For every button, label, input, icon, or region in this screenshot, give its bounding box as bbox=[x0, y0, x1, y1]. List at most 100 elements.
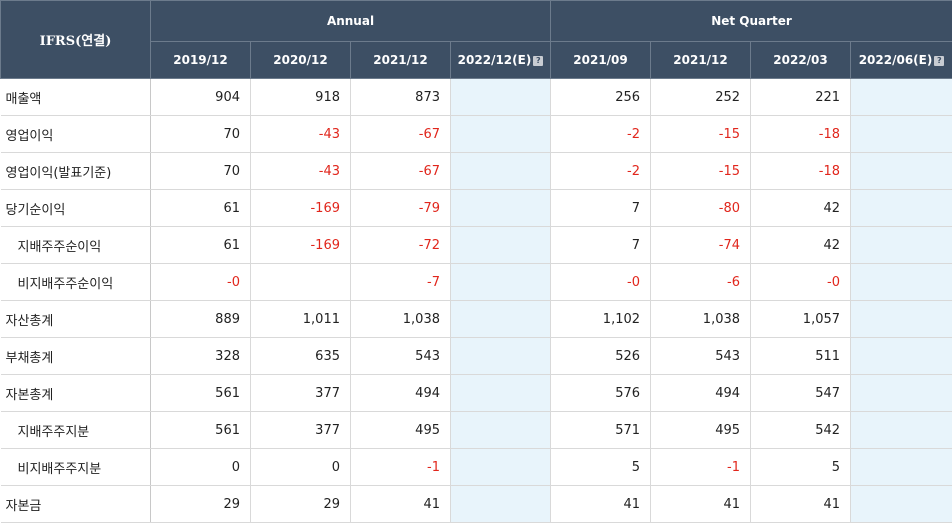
accounting-standard-header: IFRS(연결) bbox=[0, 0, 151, 79]
value-cell: -7 bbox=[350, 263, 451, 301]
row-label: 당기순이익 bbox=[0, 189, 151, 227]
value-cell: 576 bbox=[550, 374, 652, 412]
value-cell: 561 bbox=[150, 374, 251, 412]
period-header: 2021/12 bbox=[650, 41, 752, 79]
value-cell: -2 bbox=[550, 115, 652, 153]
value-cell: 1,057 bbox=[750, 300, 852, 338]
period-header: 2021/12 bbox=[350, 41, 451, 79]
value-cell bbox=[450, 189, 552, 227]
value-cell: 526 bbox=[550, 337, 652, 375]
value-cell: 494 bbox=[650, 374, 752, 412]
value-cell bbox=[850, 411, 952, 449]
value-cell: 571 bbox=[550, 411, 652, 449]
value-cell bbox=[450, 337, 552, 375]
value-cell bbox=[850, 189, 952, 227]
value-cell: -0 bbox=[750, 263, 852, 301]
table-body: 매출액 904 918 873 256 252 221 영업이익 70 -43 -67 -2 -15 -1… bbox=[0, 78, 952, 523]
row-label: 지배주주지분 bbox=[0, 411, 151, 449]
value-cell: 42 bbox=[750, 226, 852, 264]
help-icon[interactable]: ? bbox=[533, 56, 544, 66]
value-cell: 5 bbox=[550, 448, 652, 486]
value-cell: -1 bbox=[350, 448, 451, 486]
value-cell: 41 bbox=[550, 485, 652, 523]
period-header: 2022/03 bbox=[750, 41, 852, 79]
row-label: 지배주주순이익 bbox=[0, 226, 151, 264]
value-cell: 1,038 bbox=[350, 300, 451, 338]
row-label: 부채총계 bbox=[0, 337, 151, 375]
value-cell: 328 bbox=[150, 337, 251, 375]
value-cell: 542 bbox=[750, 411, 852, 449]
row-label: 영업이익(발표기준) bbox=[0, 152, 151, 190]
value-cell: 61 bbox=[150, 189, 251, 227]
value-cell: -0 bbox=[550, 263, 652, 301]
value-cell bbox=[850, 374, 952, 412]
value-cell: 221 bbox=[750, 78, 852, 116]
value-cell: 494 bbox=[350, 374, 451, 412]
net-quarter-header: Net Quarter bbox=[550, 0, 952, 42]
period-label: 2022/12(E) bbox=[457, 53, 532, 67]
value-cell: -72 bbox=[350, 226, 451, 264]
table-row: 부채총계 328 635 543 526 543 511 bbox=[0, 337, 952, 375]
value-cell bbox=[250, 263, 351, 301]
value-cell: -169 bbox=[250, 189, 351, 227]
value-cell: -18 bbox=[750, 152, 852, 190]
value-cell: -2 bbox=[550, 152, 652, 190]
row-label: 자본금 bbox=[0, 485, 151, 523]
table-row: 자본총계 561 377 494 576 494 547 bbox=[0, 374, 952, 412]
help-icon[interactable]: ? bbox=[934, 56, 945, 66]
value-cell: -67 bbox=[350, 152, 451, 190]
period-header-estimate: 2022/06(E)? bbox=[850, 41, 952, 79]
value-cell: 547 bbox=[750, 374, 852, 412]
value-cell bbox=[450, 300, 552, 338]
value-cell: 70 bbox=[150, 152, 251, 190]
period-header: 2021/09 bbox=[550, 41, 652, 79]
value-cell bbox=[450, 374, 552, 412]
value-cell bbox=[850, 448, 952, 486]
value-cell: -6 bbox=[650, 263, 752, 301]
value-cell: -67 bbox=[350, 115, 451, 153]
value-cell: 1,038 bbox=[650, 300, 752, 338]
period-label: 2022/06(E) bbox=[858, 53, 933, 67]
row-label: 매출액 bbox=[0, 78, 151, 116]
value-cell bbox=[850, 337, 952, 375]
value-cell bbox=[850, 485, 952, 523]
row-label: 영업이익 bbox=[0, 115, 151, 153]
value-cell: 377 bbox=[250, 374, 351, 412]
value-cell bbox=[850, 78, 952, 116]
value-cell bbox=[850, 152, 952, 190]
period-header: 2019/12 bbox=[150, 41, 251, 79]
value-cell bbox=[450, 115, 552, 153]
value-cell: -18 bbox=[750, 115, 852, 153]
value-cell bbox=[850, 263, 952, 301]
value-cell: -74 bbox=[650, 226, 752, 264]
value-cell: 1,102 bbox=[550, 300, 652, 338]
value-cell: 495 bbox=[350, 411, 451, 449]
value-cell: -15 bbox=[650, 115, 752, 153]
value-cell: 70 bbox=[150, 115, 251, 153]
value-cell bbox=[450, 152, 552, 190]
value-cell bbox=[850, 115, 952, 153]
value-cell: -169 bbox=[250, 226, 351, 264]
value-cell bbox=[450, 78, 552, 116]
value-cell: 918 bbox=[250, 78, 351, 116]
value-cell: 29 bbox=[250, 485, 351, 523]
value-cell: 252 bbox=[650, 78, 752, 116]
table-row: 비지배주주순이익 -0 -7 -0 -6 -0 bbox=[0, 263, 952, 301]
table-row: 매출액 904 918 873 256 252 221 bbox=[0, 78, 952, 116]
value-cell: 7 bbox=[550, 189, 652, 227]
value-cell: -43 bbox=[250, 152, 351, 190]
value-cell: -79 bbox=[350, 189, 451, 227]
value-cell: 904 bbox=[150, 78, 251, 116]
value-cell: -15 bbox=[650, 152, 752, 190]
period-header: 2020/12 bbox=[250, 41, 351, 79]
value-cell: -0 bbox=[150, 263, 251, 301]
value-cell: 0 bbox=[250, 448, 351, 486]
table-row: 영업이익 70 -43 -67 -2 -15 -18 bbox=[0, 115, 952, 153]
value-cell: 0 bbox=[150, 448, 251, 486]
value-cell: 42 bbox=[750, 189, 852, 227]
value-cell: 543 bbox=[350, 337, 451, 375]
value-cell: -43 bbox=[250, 115, 351, 153]
value-cell bbox=[450, 411, 552, 449]
value-cell: 41 bbox=[650, 485, 752, 523]
